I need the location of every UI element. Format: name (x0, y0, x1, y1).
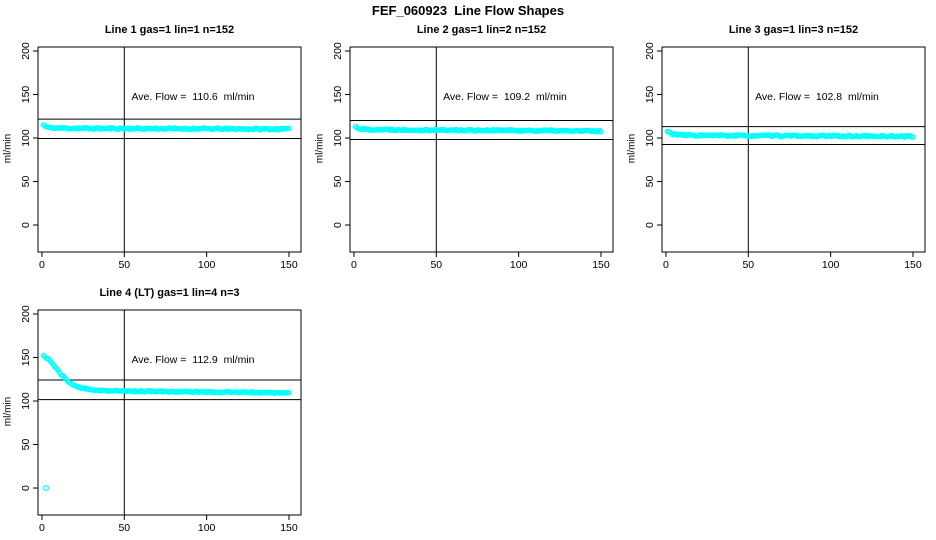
y-tick-label: 150 (644, 86, 656, 104)
y-axis-label-line-2: ml/min (314, 133, 326, 164)
panel-line-3: 0 50 100 150 0 50 100 150 200 Line 3 gas=1 lin=3… (624, 14, 936, 277)
data-point (286, 125, 292, 132)
x-tick-label: 50 (118, 259, 130, 271)
x-tick-label: 0 (351, 259, 357, 271)
data-points (352, 123, 604, 135)
plot-area-line-2: 0 50 100 150 0 50 100 150 200 (332, 42, 614, 271)
x-tick-label: 0 (663, 259, 669, 271)
y-tick-label: 0 (20, 222, 32, 228)
x-tick-label: 100 (198, 259, 216, 271)
y-axis-label-line-3: ml/min (626, 133, 638, 164)
data-points (40, 352, 292, 492)
y-axis-label-line-1: ml/min (2, 133, 14, 164)
plot-frame (349, 46, 614, 253)
y-tick-label: 200 (332, 42, 344, 60)
x-tick-label: 150 (904, 259, 922, 271)
y-tick-label: 50 (332, 176, 344, 188)
y-tick-label: 150 (332, 86, 344, 104)
y-tick-label: 150 (20, 349, 32, 367)
ave-flow-annotation-line-2: Ave. Flow = 109.2 ml/min (443, 91, 567, 103)
panel-line-1: 0 50 100 150 0 50 100 150 200 Line 1 gas=1 lin=1… (0, 14, 312, 277)
data-point (598, 128, 604, 135)
y-tick-label: 150 (20, 86, 32, 104)
plot-area-line-1: 0 50 100 150 0 50 100 150 200 (20, 42, 302, 271)
panel-line-4: 0 50 100 150 0 50 100 150 200 Line 4 (LT) gas=1 … (0, 277, 312, 540)
ave-flow-annotation-line-4: Ave. Flow = 112.9 ml/min (131, 354, 255, 366)
data-points (664, 128, 916, 140)
panel-title-line-4: Line 4 (LT) gas=1 lin=4 n=3 (99, 287, 240, 299)
x-tick-label: 150 (280, 259, 298, 271)
data-point (910, 134, 916, 140)
x-tick-label: 150 (280, 522, 298, 534)
y-axis-label-line-4: ml/min (2, 396, 14, 427)
y-tick-label: 100 (20, 129, 32, 147)
y-tick-label: 100 (644, 129, 656, 147)
x-tick-label: 100 (198, 522, 216, 534)
plot-frame (37, 309, 302, 516)
panel-line-2: 0 50 100 150 0 50 100 150 200 Line 2 gas=1 lin=2… (312, 14, 624, 277)
y-tick-label: 200 (644, 42, 656, 60)
data-points (40, 122, 292, 133)
y-tick-label: 100 (332, 129, 344, 147)
plot-frame (37, 46, 302, 253)
plot-area-line-4: 0 50 100 150 0 50 100 150 200 (20, 305, 302, 534)
ave-flow-annotation-line-3: Ave. Flow = 102.8 ml/min (755, 91, 879, 103)
x-tick-label: 150 (592, 259, 610, 271)
figure-title: FEF_060923 Line Flow Shapes (371, 3, 565, 18)
outlier-point (43, 484, 50, 492)
y-tick-label: 50 (20, 176, 32, 188)
x-tick-label: 50 (430, 259, 442, 271)
y-tick-label: 200 (20, 42, 32, 60)
y-tick-label: 0 (644, 222, 656, 228)
y-tick-label: 0 (20, 485, 32, 491)
y-tick-label: 0 (332, 222, 344, 228)
data-point (286, 389, 292, 396)
x-tick-label: 0 (39, 522, 45, 534)
ave-flow-annotation-line-1: Ave. Flow = 110.6 ml/min (131, 91, 255, 103)
panel-title-line-2: Line 2 gas=1 lin=2 n=152 (416, 24, 547, 36)
y-tick-label: 200 (20, 305, 32, 323)
x-tick-label: 0 (39, 259, 45, 271)
panel-title-line-1: Line 1 gas=1 lin=1 n=152 (104, 24, 235, 36)
x-tick-label: 100 (822, 259, 840, 271)
plot-area-line-3: 0 50 100 150 0 50 100 150 200 (644, 42, 926, 271)
y-tick-label: 50 (644, 176, 656, 188)
y-tick-label: 50 (20, 439, 32, 451)
x-tick-label: 100 (510, 259, 528, 271)
y-tick-label: 100 (20, 392, 32, 410)
x-tick-label: 50 (742, 259, 754, 271)
panel-title-line-3: Line 3 gas=1 lin=3 n=152 (728, 24, 859, 36)
x-tick-label: 50 (118, 522, 130, 534)
plot-frame (661, 46, 926, 253)
